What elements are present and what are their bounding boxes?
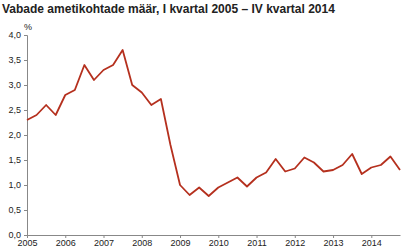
- y-tick-label: 3,5: [8, 55, 21, 65]
- x-tick-label: 2010: [209, 238, 229, 248]
- y-tick-mark: [24, 160, 27, 161]
- x-tick: 2006: [56, 235, 76, 248]
- y-tick-mark: [24, 210, 27, 211]
- x-tick: 2009: [171, 235, 191, 248]
- x-axis-line: [28, 235, 401, 236]
- y-tick-mark: [24, 185, 27, 186]
- x-tick-label: 2011: [247, 238, 266, 248]
- y-tick-label: 4,0: [8, 30, 21, 40]
- x-tick: 2008: [132, 235, 152, 248]
- y-axis: 0,00,51,01,52,02,53,03,54,0: [8, 30, 27, 240]
- y-tick: 2,5: [8, 105, 27, 115]
- data-line: [27, 50, 400, 196]
- x-tick-label: 2007: [94, 238, 114, 248]
- x-tick-label: 2009: [171, 238, 191, 248]
- x-tick: 2007: [94, 235, 114, 248]
- x-tick: 2012: [285, 235, 305, 248]
- y-tick: 1,0: [8, 180, 27, 190]
- x-tick: 2011: [247, 235, 266, 248]
- y-axis-line: [24, 36, 28, 236]
- x-tick-label: 2008: [132, 238, 152, 248]
- y-tick-label: 3,0: [8, 80, 21, 90]
- x-tick: 2005: [17, 235, 37, 248]
- x-tick-label: 2012: [285, 238, 305, 248]
- y-tick-mark: [24, 60, 27, 61]
- x-axis: 2005 2006 2007 2008 2009 2010 2011 2012 2013 2014: [17, 235, 400, 248]
- y-tick: 4,0: [8, 30, 27, 40]
- y-tick-label: 1,0: [8, 180, 21, 190]
- plot-area: [27, 50, 400, 196]
- y-tick-mark: [24, 110, 27, 111]
- y-tick: 3,5: [8, 55, 27, 65]
- y-label: %: [24, 22, 32, 32]
- y-tick-label: 0,5: [8, 205, 21, 215]
- y-tick: 0,5: [8, 205, 27, 215]
- y-tick: 2,0: [8, 130, 27, 140]
- title: Vabade ametikohtade määr, I kvartal 2005…: [2, 2, 335, 16]
- x-tick-label: 2013: [324, 238, 344, 248]
- chart: Vabade ametikohtade määr, I kvartal 2005…: [0, 0, 415, 251]
- y-tick-mark: [24, 35, 27, 36]
- y-tick-mark: [24, 235, 27, 236]
- y-tick: 3,0: [8, 80, 27, 90]
- y-tick-mark: [24, 85, 27, 86]
- x-tick: 2010: [209, 235, 229, 248]
- x-tick-label: 2014: [362, 238, 382, 248]
- x-tick-label: 2006: [56, 238, 76, 248]
- x-tick: 2014: [362, 235, 382, 248]
- y-tick-mark: [24, 135, 27, 136]
- x-tick: 2013: [324, 235, 344, 248]
- y-tick-label: 1,5: [8, 155, 21, 165]
- y-tick-label: 2,5: [8, 105, 21, 115]
- x-tick-label: 2005: [17, 238, 37, 248]
- y-tick: 1,5: [8, 155, 27, 165]
- y-tick-label: 2,0: [8, 130, 21, 140]
